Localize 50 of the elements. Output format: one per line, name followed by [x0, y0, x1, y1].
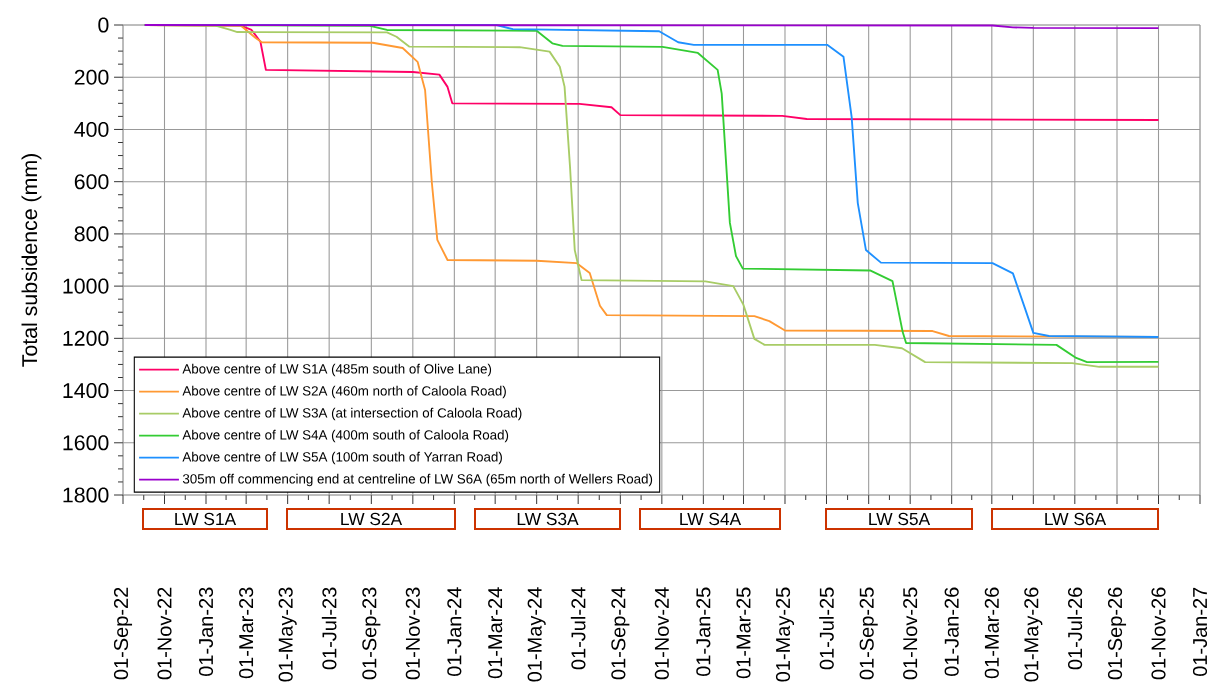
x-tick-label: 01-Nov-26 — [1151, 587, 1166, 680]
y-tick-label: 1000 — [63, 278, 109, 294]
legend-label: 305m off commencing end at centreline of LW S6A (65m north of Wellers Road) — [182, 473, 653, 487]
x-tick-label: 01-Jul-23 — [321, 587, 337, 670]
x-tick-label: 01-Sep-23 — [362, 587, 381, 680]
x-tick-label: 01-May-25 — [775, 587, 795, 682]
y-tick-label: 400 — [74, 121, 109, 137]
y-tick-label: 1800 — [63, 487, 109, 503]
x-tick-label: 01-Jan-26 — [944, 587, 959, 677]
legend-label: Above centre of LW S3A (at intersection of Caloola Road) — [182, 407, 522, 421]
y-tick-label: 1600 — [63, 435, 109, 451]
x-tick-label: 01-Mar-25 — [736, 587, 751, 679]
text: LW S3A — [517, 512, 579, 526]
y-tick-label: 600 — [74, 174, 109, 190]
y-axis-title: Total subsidence (mm) — [21, 154, 42, 367]
x-tick-label: 01-Nov-23 — [405, 587, 420, 680]
y-tick-label: 1400 — [63, 383, 109, 399]
x-tick-label: 01-Jan-24 — [447, 587, 462, 677]
x-tick-label: 01-Nov-25 — [903, 587, 918, 680]
x-tick-label: 01-May-26 — [1024, 587, 1043, 682]
x-tick-label: 01-Nov-22 — [157, 587, 172, 680]
y-tick-label: 200 — [74, 69, 109, 85]
legend-label: Above centre of LW S1A (485m south of Olive Lane) — [182, 363, 492, 377]
x-tick-label: 01-Nov-24 — [654, 587, 669, 680]
legend-label: Above centre of LW S5A (100m south of Yarran Road) — [182, 451, 502, 465]
x-tick-label: 01-Sep-26 — [1107, 587, 1127, 680]
x-tick-label: 01-Mar-24 — [488, 587, 503, 679]
legend-label: Above centre of LW S2A (460m north of Caloola Road) — [182, 385, 506, 399]
text: LW S2A — [341, 512, 403, 526]
x-tick-label: 01-Jul-24 — [570, 587, 586, 670]
x-tick-label: 01-May-23 — [278, 587, 297, 682]
x-tick-label: 01-Jan-25 — [696, 587, 711, 677]
y-tick-label: 0 — [98, 17, 109, 33]
x-tick-label: 01-Jul-26 — [1067, 587, 1083, 670]
text: LW S5A — [869, 512, 931, 526]
x-tick-label: 01-May-24 — [527, 587, 546, 682]
legend-label: Above centre of LW S4A (400m south of Caloola Road) — [182, 429, 509, 443]
x-tick-label: 01-Sep-22 — [113, 587, 133, 680]
x-tick-label: 01-Sep-24 — [611, 587, 630, 680]
x-tick-label: 01-Jan-27 — [1192, 587, 1207, 677]
text: LW S4A — [680, 512, 742, 526]
y-tick-label: 800 — [74, 226, 109, 242]
x-tick-label: 01-Mar-26 — [984, 587, 999, 679]
x-tick-label: 01-Jul-25 — [819, 587, 834, 670]
x-tick-label: 01-Mar-23 — [239, 587, 254, 679]
x-tick-label: 01-Sep-25 — [859, 587, 878, 680]
text: LW S6A — [1045, 512, 1107, 526]
x-tick-label: 01-Jan-23 — [198, 587, 214, 677]
text: LW S1A — [175, 512, 237, 526]
y-tick-label: 1200 — [63, 330, 109, 346]
